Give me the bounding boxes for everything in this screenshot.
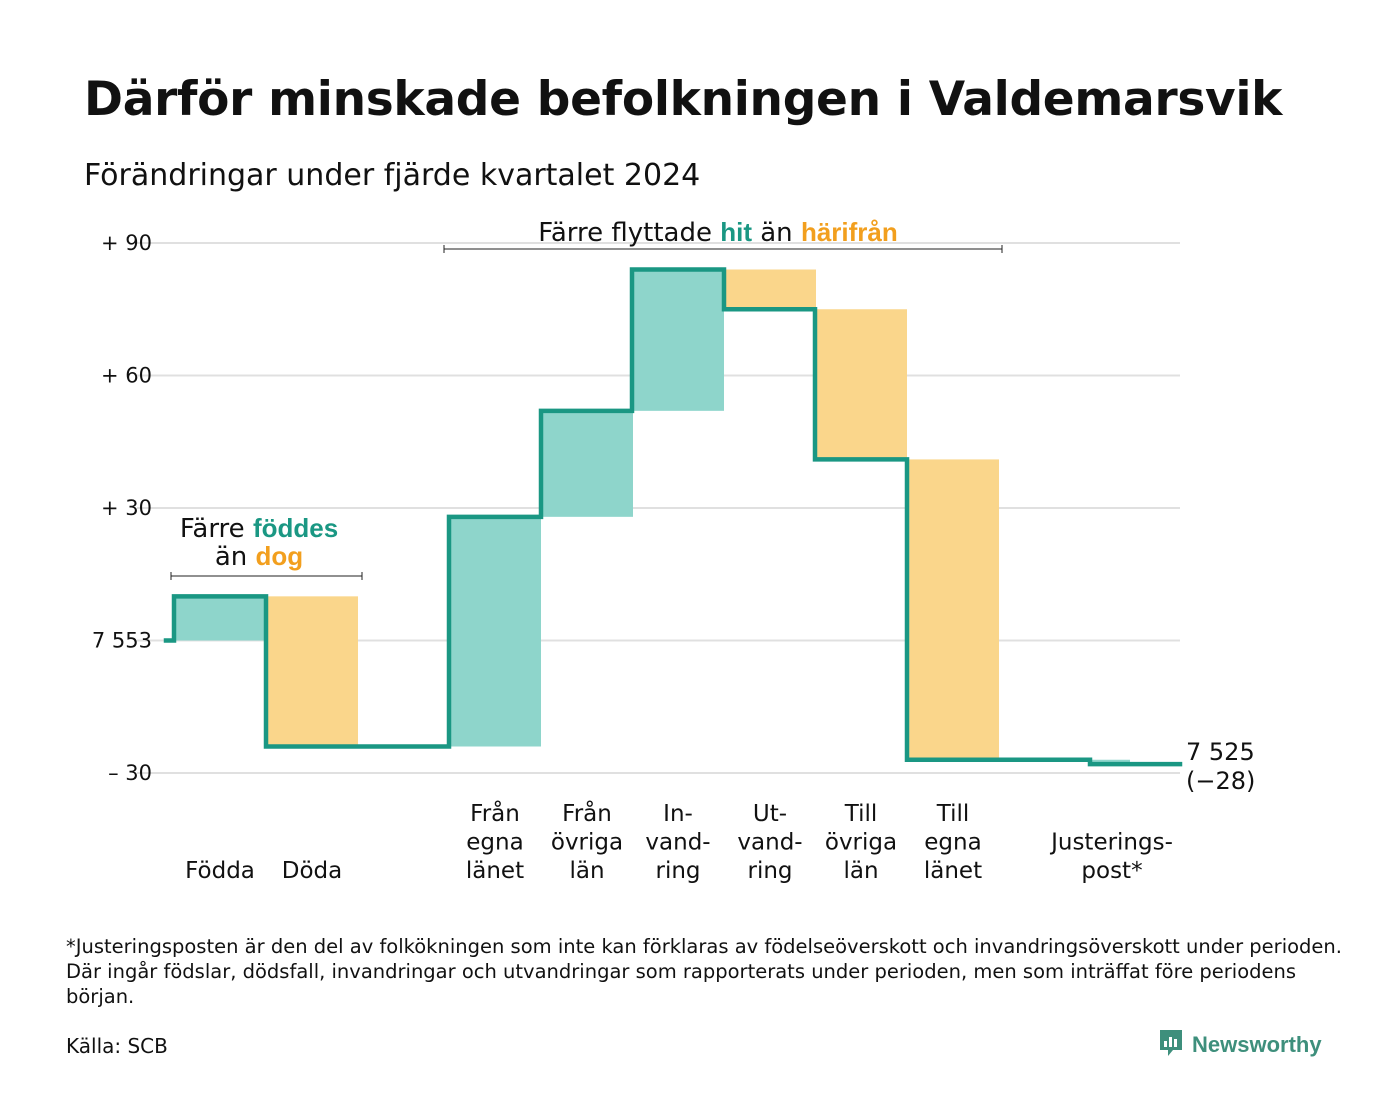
category-label: Till xyxy=(936,801,970,827)
annotation-bracket xyxy=(170,572,363,580)
inflow-bar xyxy=(174,596,266,641)
category-label: Döda xyxy=(282,858,342,884)
end-value-text: (−28) xyxy=(1186,767,1255,795)
y-tick-label: + 60 xyxy=(101,364,152,388)
inflow-bar xyxy=(632,269,724,411)
annotation-births-line2: än dog xyxy=(215,541,303,572)
category-labels: Födda DödaFrånegnalänetFrånövrigalänIn-va… xyxy=(185,799,1173,884)
outflow-bar xyxy=(815,309,907,460)
annotation-migration: Färre flyttade hit än härifrån xyxy=(538,217,898,248)
end-value-label: 7 525(−28) xyxy=(1186,738,1255,795)
newsworthy-logo-icon xyxy=(1158,1028,1184,1062)
annotation-hit-word: hit xyxy=(720,217,752,247)
population-line xyxy=(163,267,1183,767)
category-label: post* xyxy=(1081,858,1142,884)
footnote: *Justeringsposten är den del av folkökni… xyxy=(66,935,1342,1008)
category-label: övriga xyxy=(825,830,897,856)
category-label: Från xyxy=(470,799,520,827)
category-label: ring xyxy=(747,858,792,884)
category-label: vand- xyxy=(737,830,802,856)
category-label: län xyxy=(843,858,878,884)
y-tick-label: + 90 xyxy=(101,231,152,255)
y-tick-label: + 30 xyxy=(101,496,152,520)
outflow-bar xyxy=(724,269,816,310)
population-step-line xyxy=(163,267,1183,767)
annotation-text: än xyxy=(760,218,792,248)
outflow-bar xyxy=(907,459,999,760)
source-label: Källa: SCB xyxy=(66,1034,168,1058)
y-axis-ticks: + 90 + 60 + 30 7 553 – 30 xyxy=(92,231,152,785)
migration-annotation: Färre flyttade hit än härifrån xyxy=(443,217,1003,253)
category-label: In- xyxy=(663,801,693,827)
category-label: Födda xyxy=(185,858,255,884)
category-label: egna xyxy=(466,830,523,856)
annotation-text: Färre flyttade xyxy=(538,218,712,248)
inflow-bar xyxy=(541,410,633,517)
annotation-hit-word: föddes xyxy=(253,513,338,543)
inflow-bar xyxy=(449,516,541,747)
end-value-text: 7 525 xyxy=(1186,738,1255,766)
category-label: egna xyxy=(924,830,981,856)
outflow-bar xyxy=(266,596,358,747)
annotation-text: än xyxy=(215,542,247,572)
y-tick-label: – 30 xyxy=(108,761,152,785)
category-label: länet xyxy=(466,858,524,884)
category-label: Till xyxy=(844,801,878,827)
chart-subtitle: Förändringar under fjärde kvartalet 2024 xyxy=(84,158,701,193)
category-label: vand- xyxy=(645,830,710,856)
category-label: Justerings- xyxy=(1049,830,1173,856)
chart-title: Därför minskade befolkningen i Valdemars… xyxy=(84,72,1283,127)
category-label: ring xyxy=(655,858,700,884)
annotation-text: Färre xyxy=(180,514,245,544)
bars xyxy=(174,269,1130,765)
annotation-births-line1: Färre föddes xyxy=(180,513,338,544)
brand-name: Newsworthy xyxy=(1192,1032,1322,1057)
annotation-out-word: härifrån xyxy=(801,217,898,247)
annotation-out-word: dog xyxy=(256,541,304,571)
category-label: länet xyxy=(924,858,982,884)
brand-logo[interactable]: Newsworthy xyxy=(1158,1028,1322,1062)
category-label: Från xyxy=(562,799,612,827)
category-label: Ut- xyxy=(753,801,787,827)
waterfall-chart: + 90+ 60+ 307 553– 30 Födda DödaFrånegnal… xyxy=(92,217,1256,884)
y-tick-label: 7 553 xyxy=(92,629,152,653)
category-label: län xyxy=(569,858,604,884)
category-label: övriga xyxy=(551,830,623,856)
annotation-bracket xyxy=(443,245,1003,253)
births-deaths-annotation: Färre föddes än dog xyxy=(170,513,363,580)
